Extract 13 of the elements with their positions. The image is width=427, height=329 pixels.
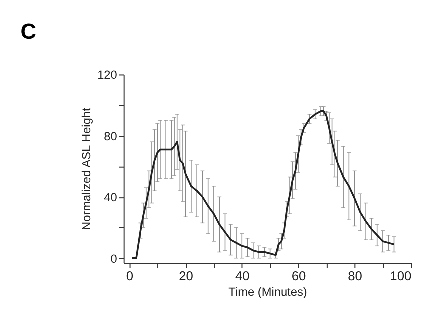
x-tick-label: 20 [179, 268, 194, 284]
x-tick-label: 80 [348, 268, 362, 284]
y-tick-label: 40 [104, 190, 118, 205]
x-tick-label: 100 [390, 268, 412, 284]
y-tick-label: 0 [110, 252, 118, 266]
y-axis-title: Normalized ASL Height [80, 107, 94, 230]
chart-title: C [20, 19, 37, 44]
x-axis-title: Time (Minutes) [228, 285, 308, 300]
x-tick-label: 0 [126, 268, 134, 284]
x-tick-label: 40 [235, 268, 250, 284]
y-tick-label: 80 [104, 129, 118, 144]
x-tick-label: 60 [292, 268, 306, 284]
y-tick-label: 120 [98, 68, 118, 82]
